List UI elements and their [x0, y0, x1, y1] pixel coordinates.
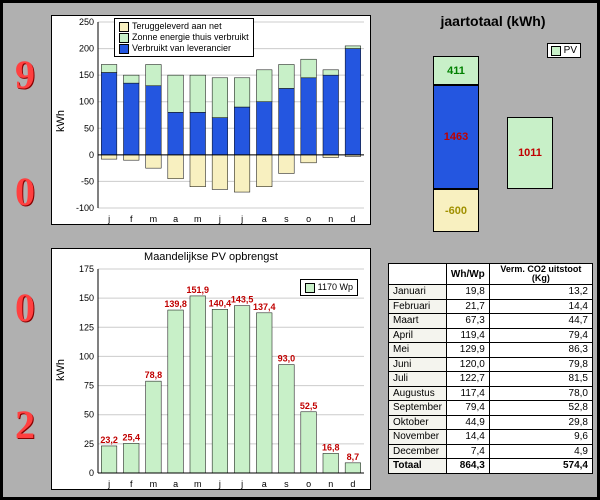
- svg-text:137,4: 137,4: [253, 302, 276, 312]
- year-digit: 9: [15, 55, 35, 95]
- svg-text:a: a: [173, 214, 178, 224]
- svg-text:n: n: [328, 214, 333, 224]
- table-row: September79,452,8: [389, 401, 593, 416]
- svg-text:16,8: 16,8: [322, 442, 340, 452]
- legend-item: 1170 Wp: [318, 282, 353, 293]
- svg-text:m: m: [150, 479, 158, 489]
- svg-text:j: j: [240, 479, 243, 489]
- svg-text:n: n: [328, 479, 333, 489]
- table-row: Juni120,079,8: [389, 357, 593, 372]
- table-row: Mei129,986,3: [389, 343, 593, 358]
- svg-text:250: 250: [79, 17, 94, 27]
- table-row: April119,479,4: [389, 328, 593, 343]
- svg-text:kWh: kWh: [55, 110, 67, 132]
- table-row: Januari19,813,2: [389, 285, 593, 300]
- th-whwp: Wh/Wp: [446, 264, 489, 285]
- th-co2: Verm. CO2 uitstoot (Kg): [489, 264, 592, 285]
- chart2-legend: 1170 Wp: [300, 279, 358, 296]
- annual-title: jaartotaal (kWh): [403, 13, 583, 29]
- svg-text:23,2: 23,2: [100, 435, 118, 445]
- svg-text:kWh: kWh: [55, 359, 67, 381]
- year-label: 2 0 0 9: [9, 17, 41, 483]
- table-row: Februari21,714,4: [389, 299, 593, 314]
- svg-text:a: a: [262, 479, 267, 489]
- table-row: December7,44,9: [389, 444, 593, 459]
- svg-text:25: 25: [84, 439, 94, 449]
- svg-text:m: m: [194, 479, 202, 489]
- table-row: Oktober44,929,8: [389, 415, 593, 430]
- svg-text:s: s: [284, 214, 289, 224]
- pv-yield-chart: 0 25 50 75 100 125 150 175 kWh 23,2 j 25,4 f 78,8 m 139…: [51, 248, 371, 490]
- svg-text:100: 100: [79, 351, 94, 361]
- chart1-legend: Teruggeleverd aan net Zonne energie thui…: [114, 18, 254, 57]
- legend-item: Zonne energie thuis verbruikt: [132, 32, 249, 43]
- svg-text:a: a: [262, 214, 267, 224]
- svg-text:d: d: [350, 479, 355, 489]
- annual-chart: PV -60014634111011: [403, 43, 583, 243]
- svg-text:j: j: [240, 214, 243, 224]
- year-digit: 2: [15, 405, 35, 445]
- svg-text:151,9: 151,9: [186, 285, 209, 295]
- monthly-table: Wh/Wp Verm. CO2 uitstoot (Kg) Januari19,…: [388, 263, 593, 474]
- svg-text:s: s: [284, 479, 289, 489]
- legend-item: Verbruikt van leverancier: [132, 43, 231, 54]
- svg-text:200: 200: [79, 44, 94, 54]
- svg-text:j: j: [107, 479, 110, 489]
- table-row: Augustus117,478,0: [389, 386, 593, 401]
- svg-text:150: 150: [79, 293, 94, 303]
- svg-text:8,7: 8,7: [347, 452, 360, 462]
- svg-text:175: 175: [79, 264, 94, 274]
- svg-text:150: 150: [79, 70, 94, 80]
- svg-text:143,5: 143,5: [231, 295, 254, 305]
- svg-text:m: m: [150, 214, 158, 224]
- svg-text:-50: -50: [81, 176, 94, 186]
- svg-text:f: f: [130, 214, 133, 224]
- svg-text:50: 50: [84, 123, 94, 133]
- svg-text:52,5: 52,5: [300, 401, 318, 411]
- svg-text:78,8: 78,8: [145, 370, 163, 380]
- svg-text:a: a: [173, 479, 178, 489]
- svg-text:m: m: [194, 214, 202, 224]
- svg-text:0: 0: [89, 150, 94, 160]
- table-row: Juli122,781,5: [389, 372, 593, 387]
- svg-text:0: 0: [89, 468, 94, 478]
- svg-text:75: 75: [84, 381, 94, 391]
- svg-text:-100: -100: [76, 203, 94, 213]
- svg-text:93,0: 93,0: [278, 354, 296, 364]
- svg-text:o: o: [306, 214, 311, 224]
- svg-text:125: 125: [79, 322, 94, 332]
- table-row: Maart67,344,7: [389, 314, 593, 329]
- th-blank: [389, 264, 447, 285]
- dashboard-frame: 2 0 0 9 -100-50050100150200250kWhjfmamjj…: [0, 0, 600, 500]
- svg-text:j: j: [218, 214, 221, 224]
- table-row: November14,49,6: [389, 430, 593, 445]
- svg-text:25,4: 25,4: [122, 432, 140, 442]
- svg-text:140,4: 140,4: [209, 298, 232, 308]
- svg-text:j: j: [107, 214, 110, 224]
- svg-text:j: j: [218, 479, 221, 489]
- svg-text:f: f: [130, 479, 133, 489]
- svg-text:139,8: 139,8: [164, 299, 187, 309]
- year-digit: 0: [15, 172, 35, 212]
- svg-text:o: o: [306, 479, 311, 489]
- table-total-row: Totaal864,3574,4: [389, 459, 593, 474]
- svg-text:d: d: [350, 214, 355, 224]
- chart2-title: Maandelijkse PV opbrengst: [52, 251, 370, 263]
- year-digit: 0: [15, 288, 35, 328]
- legend-item: Teruggeleverd aan net: [132, 21, 222, 32]
- svg-text:50: 50: [84, 410, 94, 420]
- svg-text:100: 100: [79, 97, 94, 107]
- consumption-chart: -100 -50 0 50 100 150 200 250 kWh j f m a m j j a s o n d Te…: [51, 15, 371, 225]
